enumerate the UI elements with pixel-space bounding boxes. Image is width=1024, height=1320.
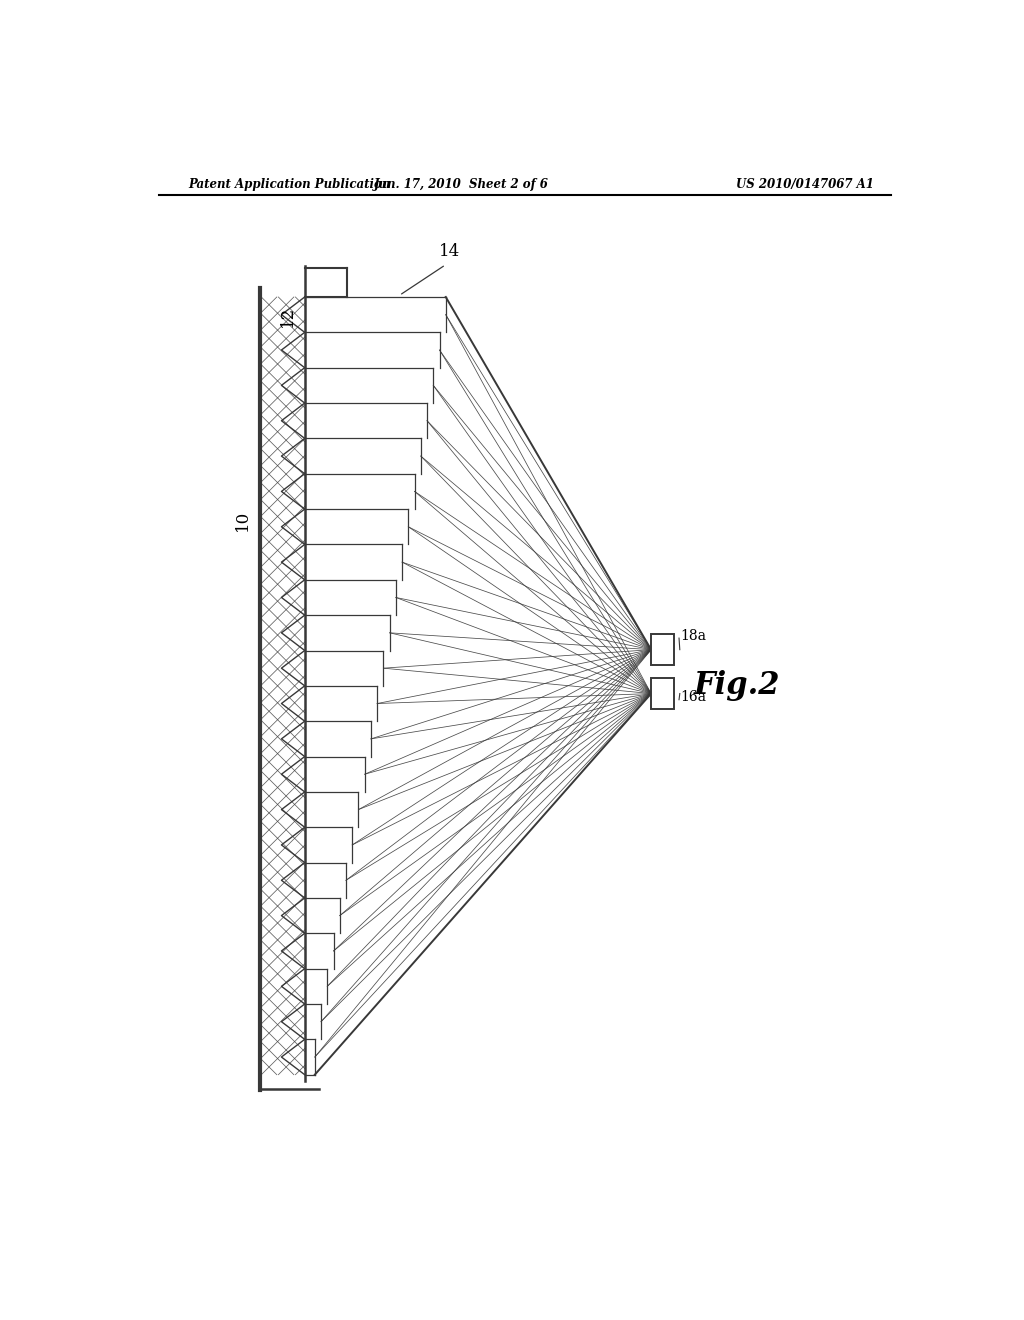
- Text: 18a: 18a: [681, 628, 707, 643]
- Text: Patent Application Publication: Patent Application Publication: [188, 178, 391, 190]
- Text: US 2010/0147067 A1: US 2010/0147067 A1: [736, 178, 874, 190]
- Text: Fig.2: Fig.2: [693, 671, 780, 701]
- Bar: [651, 678, 675, 709]
- Bar: [651, 635, 675, 665]
- Text: 14: 14: [439, 243, 460, 260]
- Text: 10: 10: [234, 510, 251, 531]
- Text: Jun. 17, 2010  Sheet 2 of 6: Jun. 17, 2010 Sheet 2 of 6: [374, 178, 549, 190]
- Text: 16a: 16a: [681, 690, 707, 705]
- Text: 12: 12: [280, 306, 296, 327]
